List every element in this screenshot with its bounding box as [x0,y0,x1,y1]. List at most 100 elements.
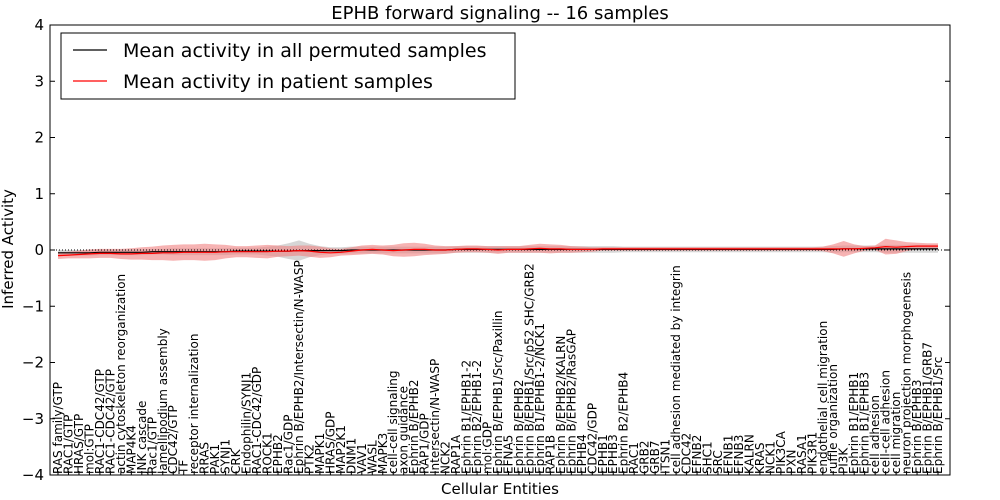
x-tick-label: Ephrin B1/EPHB1 [847,372,861,474]
x-tick-label: receptor internalization [187,334,201,474]
x-tick-label: PTK2 [302,444,316,474]
x-tick-label: GRB7 [648,440,662,474]
x-tick-label: CDC42/GTP [166,405,180,474]
x-tick-label: RAC1-CDC42/GTP [93,369,107,474]
x-axis-label: Cellular Entities [441,480,559,498]
x-tick-label: RAC1 [627,442,641,474]
x-tick-label: NCK2 [439,441,453,474]
legend-label-patient: Mean activity in patient samples [123,71,433,93]
x-tick-label: RAP1B [543,435,557,474]
x-tick-label: mol:GDP [481,422,495,474]
y-axis-label: Inferred Activity [0,189,17,309]
chart-title: EPHB forward signaling -- 16 samples [331,3,669,24]
y-tick-label: 3 [34,72,44,90]
y-tick-label: −2 [22,354,44,372]
x-tick-label: ROCK1 [261,432,275,474]
x-tick-label: Ephrin B/EPHB1/GRB7 [921,342,935,474]
y-tick-label: −4 [22,466,44,484]
y-tick-label: 1 [34,185,44,203]
x-tick-label: PXN [784,450,798,474]
x-tick-label: Ephrin B/EPHB3 [910,380,924,474]
x-tick-label: RRAS [198,442,212,474]
x-tick-label: RAC1/GTP [62,415,76,474]
x-tick-label: cell adhesion [868,395,882,474]
x-tick-label: PI3K [837,447,851,474]
x-tick-label: MAP4K4 [124,425,138,474]
y-tick-label: 4 [34,16,44,34]
x-tick-label: Ephrin B/EPHB2/Intersectin/N-WASP [292,260,306,474]
x-tick-label: SHC1 [701,441,715,474]
x-tick-label: CRK [229,448,243,474]
x-axis: RAS family/GTPRAC1/GTPHRAS/GTPmol:GTPRAC… [51,260,945,475]
x-tick-label: NCK1 [763,441,777,474]
x-tick-label: ruffle organization [826,364,840,474]
x-tick-label: EFNB1 [722,435,736,474]
x-tick-label: EFNB2 [690,435,704,474]
legend: Mean activity in all permuted samples Me… [60,32,516,100]
x-tick-label: CDC42/GDP [585,403,599,474]
x-tick-label: KALRN [742,434,756,474]
x-tick-label: Ephrin B/EPHB2/KALRN [554,336,568,474]
y-tick-label: 0 [34,241,44,259]
x-tick-label: WASL [365,440,379,474]
x-tick-label: SYNJ1 [219,439,233,474]
legend-box [60,32,516,100]
x-tick-label: EFNA5 [502,435,516,474]
x-tick-label: JNK cascade [135,401,149,475]
x-tick-label: RAP1/GDP [418,413,432,474]
y-axis: 4 3 2 1 0 −1 −2 −3 −4 [22,16,950,484]
x-tick-label: lamellipodium assembly [156,328,170,474]
x-tick-label: DNM1 [344,438,358,474]
x-tick-label: SRC [711,450,725,474]
x-tick-label: Rac1/GDP [282,415,296,474]
x-tick-label: Ephrin B/EPHB2/RasGAP [564,329,578,474]
x-tick-label: TF [177,460,191,475]
x-tick-label: MAPK1 [313,433,327,474]
x-tick-label: EPHB1 [596,434,610,474]
x-tick-label: Ephrin B1/EPHB3 [858,372,872,474]
x-tick-label: EFNB3 [732,435,746,474]
y-tick-label: 2 [34,129,44,147]
x-tick-label: EPHB2 [271,434,285,474]
x-tick-label: RAC1-CDC42/GDP [250,367,264,474]
x-tick-label: MAPK3 [376,433,390,474]
x-tick-label: PIK3CA [774,430,788,474]
line-series-1 [57,245,938,257]
x-tick-label: cell-cell adhesion [879,370,893,474]
x-tick-label: cell migration [889,392,903,474]
x-tick-label: cell adhesion mediated by integrin [669,265,683,474]
x-tick-label: PIK3R1 [805,432,819,474]
y-tick-label: −1 [22,297,44,315]
series-lines [57,245,938,257]
x-tick-label: MAP2K1 [334,425,348,474]
x-tick-label: cell-cell signaling [386,371,400,475]
x-tick-label: Ephrin B1/EPHB1-2 [460,360,474,474]
x-tick-label: RAS family/GTP [51,382,65,474]
x-tick-label: Ephrin B/EPHB1/Src/p52 SHC/GRB2 [522,263,536,474]
x-tick-label: HRAS/GTP [72,414,86,474]
x-tick-label: neuron projection morphogenesis [900,272,914,474]
y-tick-label: −3 [22,410,44,428]
x-tick-label: Ephrin B/EPHB2 [407,380,421,474]
x-tick-label: endothelial cell migration [816,321,830,474]
x-tick-label: Rac1/GTP [145,417,159,474]
x-tick-label: GRB2 [638,440,652,474]
x-tick-label: Ephrin B/EPHB2 [512,380,526,474]
x-tick-label: EPHB3 [606,434,620,474]
x-tick-label: mol:GTP [82,424,96,474]
x-tick-label: Intersectin/N-WASP [428,359,442,474]
x-tick-label: Ephrin B/EPHB1/Src/Paxillin [491,310,505,474]
x-tick-label: Ephrin B/EPHB1/Src [931,357,945,474]
x-tick-label: Endophilin/SYNJ1 [240,372,254,474]
x-tick-label: ITSN1 [659,439,673,474]
x-tick-label: HRAS/GDP [323,411,337,474]
x-tick-label: RAC1-CDC42/GTP [103,369,117,474]
legend-label-permuted: Mean activity in all permuted samples [123,40,486,62]
x-tick-label: Ephrin B2/EPHB4 [617,372,631,474]
x-tick-label: axon guidance [397,386,411,474]
x-tick-label: Ephrin B1/EPHB1-2/NCK1 [533,323,547,474]
x-tick-label: RAP1A [449,434,463,474]
x-tick-label: actin cytoskeleton reorganization [114,274,128,474]
x-tick-label: VAV1 [355,443,369,474]
x-tick-label: Ephrin B2/EPHB1-2 [470,360,484,474]
